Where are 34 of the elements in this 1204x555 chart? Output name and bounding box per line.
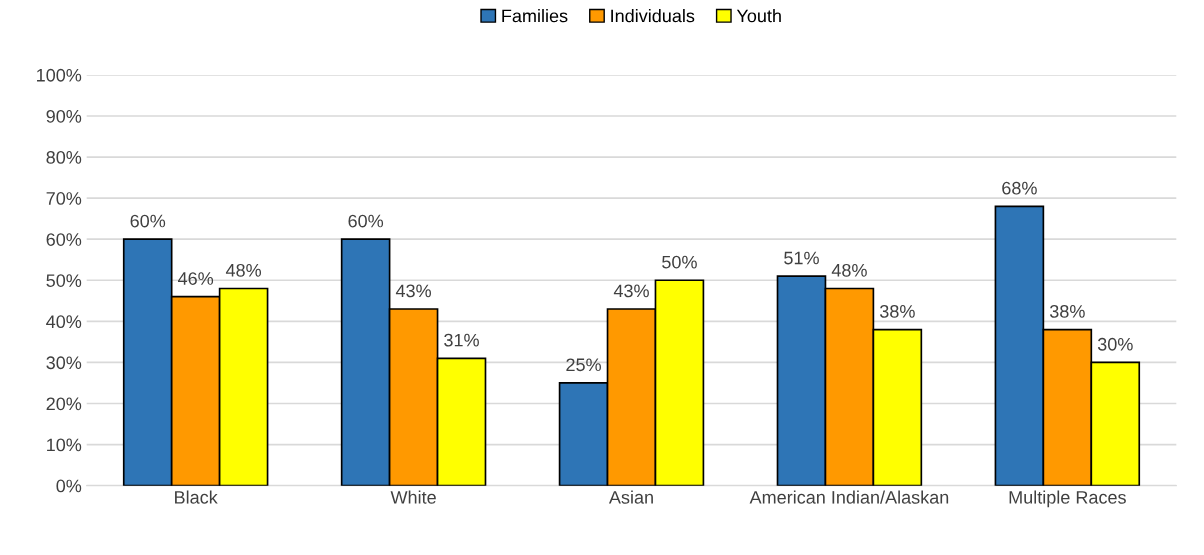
data-label: 60% — [130, 214, 166, 228]
data-label: 38% — [1049, 304, 1085, 318]
data-label: 50% — [662, 255, 697, 269]
legend-label: Youth — [736, 9, 781, 23]
data-label: 51% — [784, 251, 819, 265]
y-tick-label: 60% — [46, 233, 82, 246]
x-tick-label: Asian — [608, 490, 653, 504]
data-label: 43% — [395, 284, 431, 298]
y-tick-label: 100% — [37, 68, 82, 82]
x-tick-label: White — [390, 490, 436, 504]
data-label: 48% — [225, 263, 262, 277]
data-label: 30% — [1097, 337, 1133, 351]
data-label: 25% — [566, 358, 601, 372]
y-tick-label: 30% — [46, 356, 82, 370]
y-tick-label: 20% — [46, 397, 82, 411]
legend-label: Individuals — [611, 9, 695, 23]
data-label: 38% — [879, 304, 915, 318]
x-tick-label: Black — [175, 490, 218, 504]
x-tick-label: Multiple Races — [1009, 490, 1126, 508]
data-label: 46% — [178, 272, 214, 285]
data-label: 60% — [348, 214, 384, 228]
x-tick-label: American Indian/Alaskan — [749, 490, 949, 504]
y-tick-label: 40% — [46, 315, 82, 329]
data-label: 48% — [831, 263, 867, 277]
data-label: 68% — [1002, 181, 1037, 195]
data-label: 31% — [444, 333, 479, 347]
y-tick-label: 80% — [46, 151, 82, 164]
y-tick-label: 0% — [56, 479, 82, 493]
y-tick-label: 50% — [46, 274, 82, 287]
y-tick-label: 90% — [46, 109, 82, 123]
legend-label: Families — [502, 9, 568, 23]
y-tick-label: 70% — [46, 192, 82, 205]
y-tick-label: 10% — [47, 438, 82, 452]
data-label: 43% — [613, 284, 649, 298]
